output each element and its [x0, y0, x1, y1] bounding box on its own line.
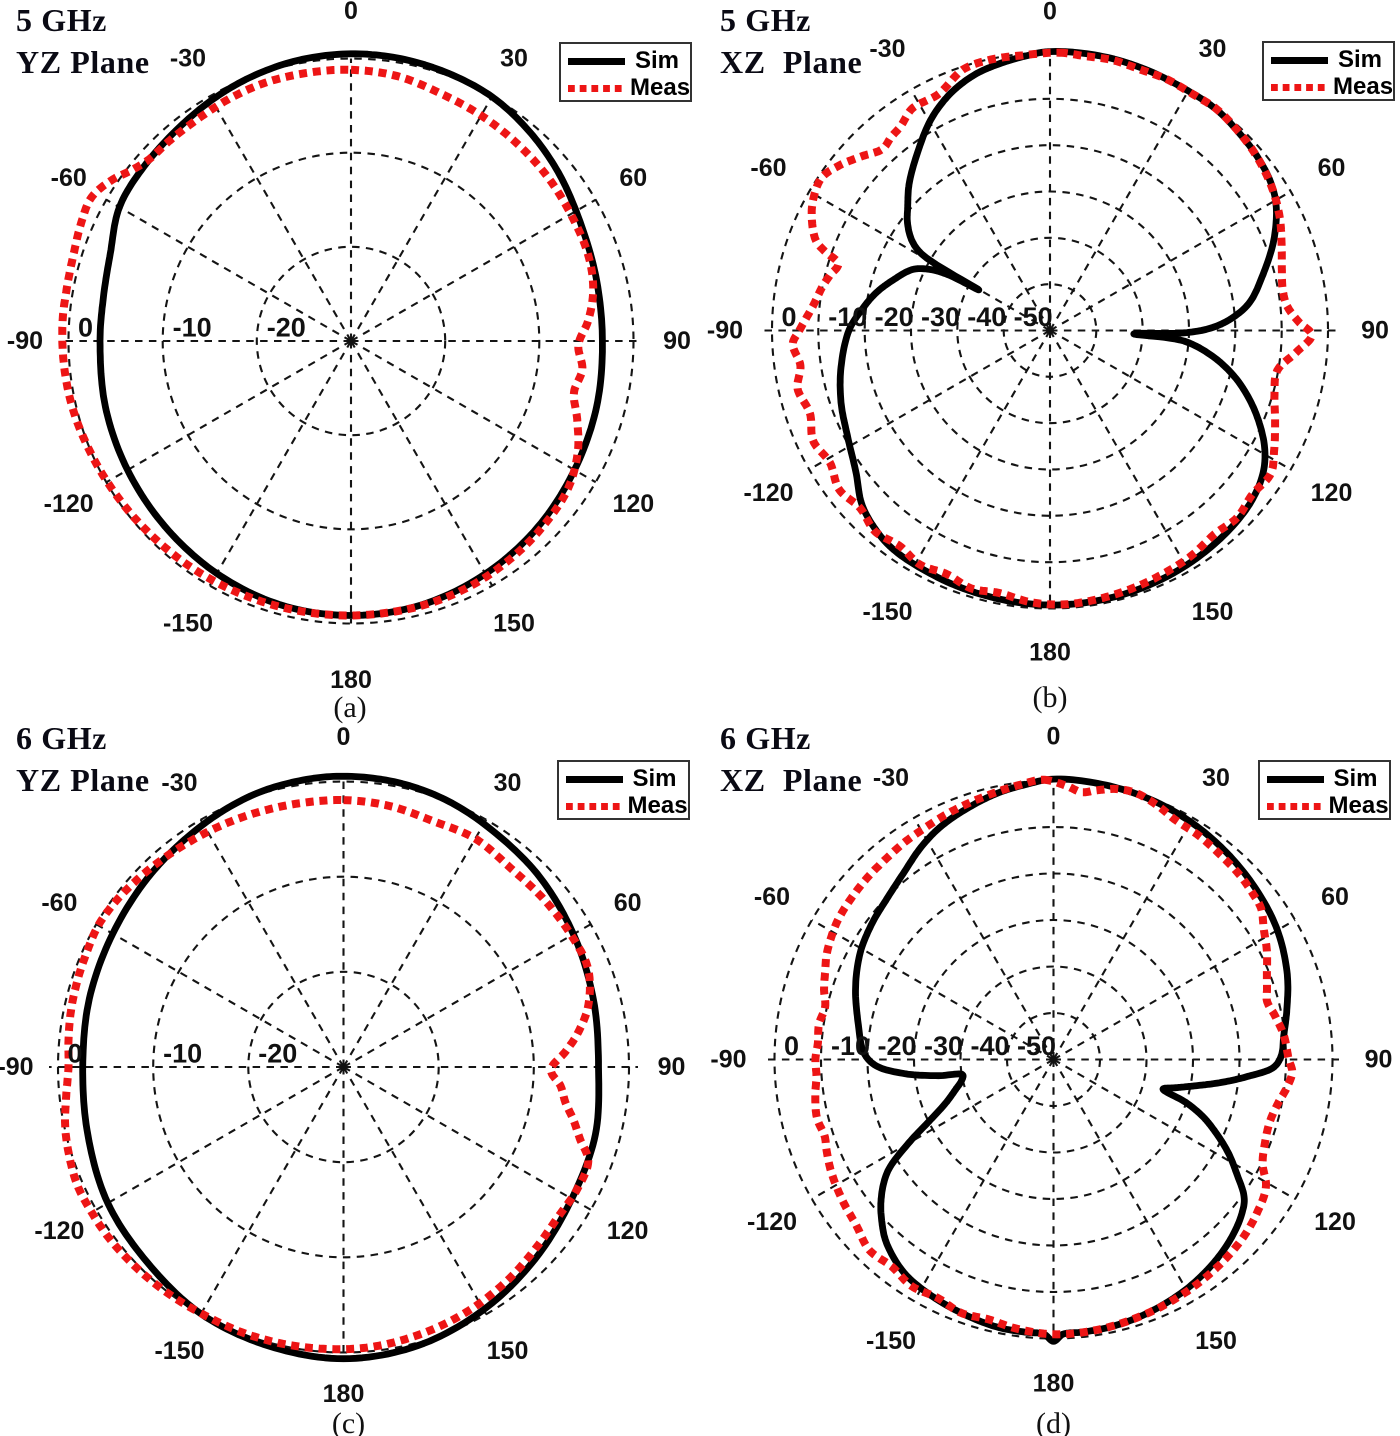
svg-text:-20: -20 — [267, 313, 306, 343]
svg-text:-10: -10 — [173, 313, 212, 343]
svg-text:-20: -20 — [877, 1031, 916, 1061]
svg-text:-150: -150 — [862, 598, 912, 626]
svg-text:90: 90 — [1361, 317, 1389, 345]
svg-text:30: 30 — [1199, 35, 1227, 63]
svg-text:150: 150 — [493, 609, 535, 637]
svg-text:0: 0 — [1043, 0, 1057, 26]
svg-text:120: 120 — [1314, 1208, 1356, 1236]
svg-text:90: 90 — [663, 327, 691, 355]
svg-text:-150: -150 — [163, 609, 213, 637]
svg-text:-40: -40 — [970, 1031, 1009, 1061]
svg-text:-60: -60 — [754, 883, 790, 911]
svg-text:-60: -60 — [750, 154, 786, 182]
svg-text:-30: -30 — [924, 1031, 963, 1061]
svg-text:-30: -30 — [161, 769, 197, 797]
svg-text:-120: -120 — [747, 1208, 797, 1236]
svg-text:0: 0 — [78, 313, 93, 343]
svg-text:-30: -30 — [869, 35, 905, 63]
svg-text:-90: -90 — [710, 1046, 746, 1074]
svg-text:-20: -20 — [875, 302, 914, 332]
svg-text:-50: -50 — [1014, 302, 1053, 332]
svg-text:60: 60 — [619, 164, 647, 192]
svg-text:120: 120 — [612, 490, 654, 518]
svg-text:-30: -30 — [170, 45, 206, 73]
svg-text:120: 120 — [607, 1217, 649, 1245]
svg-text:-60: -60 — [41, 889, 77, 917]
svg-text:30: 30 — [494, 769, 522, 797]
svg-text:-90: -90 — [707, 317, 743, 345]
svg-text:-90: -90 — [7, 327, 43, 355]
svg-text:0: 0 — [344, 0, 358, 25]
svg-text:150: 150 — [487, 1337, 529, 1365]
svg-text:-10: -10 — [163, 1039, 202, 1069]
svg-text:-90: -90 — [0, 1053, 34, 1081]
svg-text:60: 60 — [1318, 154, 1346, 182]
svg-text:-30: -30 — [921, 302, 960, 332]
svg-text:-120: -120 — [743, 479, 793, 507]
svg-text:-150: -150 — [866, 1327, 916, 1355]
svg-text:180: 180 — [330, 666, 372, 694]
svg-text:180: 180 — [323, 1380, 365, 1408]
svg-text:30: 30 — [500, 45, 528, 73]
svg-text:90: 90 — [1365, 1046, 1393, 1074]
svg-text:-150: -150 — [154, 1337, 204, 1365]
svg-text:-50: -50 — [1017, 1031, 1056, 1061]
svg-text:0: 0 — [67, 1039, 82, 1069]
svg-text:60: 60 — [614, 889, 642, 917]
svg-text:-30: -30 — [873, 764, 909, 792]
svg-text:-120: -120 — [34, 1217, 84, 1245]
svg-text:90: 90 — [658, 1053, 686, 1081]
svg-text:-120: -120 — [44, 490, 94, 518]
svg-text:60: 60 — [1321, 883, 1349, 911]
svg-text:-40: -40 — [967, 302, 1006, 332]
svg-text:150: 150 — [1192, 598, 1234, 626]
svg-text:120: 120 — [1311, 479, 1353, 507]
svg-text:150: 150 — [1195, 1327, 1237, 1355]
svg-text:0: 0 — [784, 1031, 799, 1061]
svg-text:30: 30 — [1202, 764, 1230, 792]
svg-text:-10: -10 — [828, 302, 867, 332]
svg-text:0: 0 — [781, 302, 796, 332]
svg-text:0: 0 — [1047, 723, 1061, 751]
svg-text:-10: -10 — [831, 1031, 870, 1061]
svg-text:180: 180 — [1033, 1370, 1075, 1398]
svg-text:180: 180 — [1029, 639, 1071, 667]
svg-text:0: 0 — [337, 723, 351, 751]
svg-text:-20: -20 — [258, 1039, 297, 1069]
svg-text:-60: -60 — [51, 164, 87, 192]
